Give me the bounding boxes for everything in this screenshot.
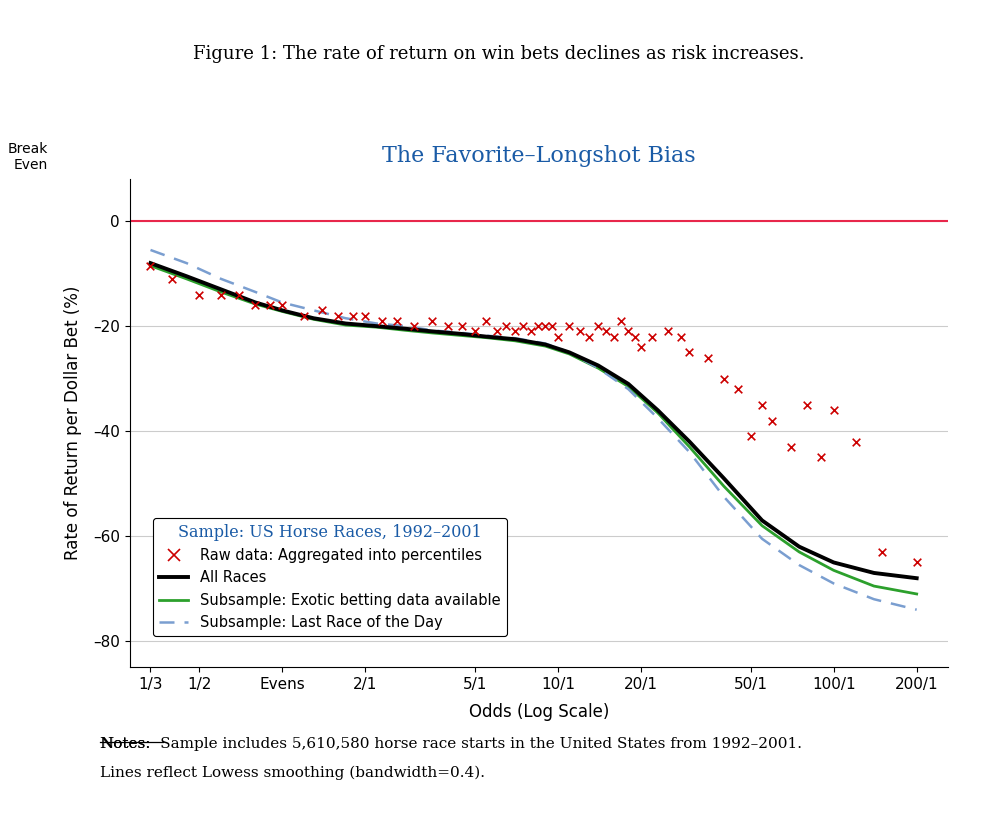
Point (440, 320, 456, 333)
Point (344, 309, 360, 322)
Text: Figure 1: The rate of return on win bets declines as risk increases.: Figure 1: The rate of return on win bets… (194, 45, 804, 63)
Point (274, 299, 290, 312)
Point (614, 314, 630, 327)
Point (478, 314, 494, 327)
Point (498, 320, 514, 333)
Point (537, 320, 553, 333)
Point (388, 314, 404, 327)
Point (627, 330, 643, 344)
Point (531, 320, 547, 333)
Point (682, 346, 698, 359)
Point (192, 288, 208, 301)
Point (874, 545, 890, 558)
Point (248, 299, 263, 312)
Title: The Favorite–Longshot Bias: The Favorite–Longshot Bias (382, 146, 696, 168)
Point (754, 398, 770, 411)
Point (621, 325, 637, 338)
Point (572, 325, 588, 338)
Point (847, 435, 863, 449)
Y-axis label: Rate of Return per Dollar Bet (%): Rate of Return per Dollar Bet (%) (64, 286, 82, 561)
Point (261, 299, 277, 312)
Point (909, 556, 925, 569)
Point (599, 325, 615, 338)
Text: Lines reflect Lowess smoothing (bandwidth=0.4).: Lines reflect Lowess smoothing (bandwidt… (100, 765, 485, 780)
Point (700, 351, 716, 364)
Point (516, 320, 532, 333)
Point (813, 451, 829, 464)
Point (330, 309, 346, 322)
Point (523, 325, 539, 338)
Point (406, 320, 422, 333)
Point (716, 372, 732, 385)
Point (731, 383, 747, 396)
Point (296, 309, 312, 322)
Point (550, 330, 566, 344)
Point (825, 404, 841, 417)
Point (764, 414, 780, 427)
Point (660, 325, 676, 338)
Legend: Raw data: Aggregated into percentiles, All Races, Subsample: Exotic betting data: Raw data: Aggregated into percentiles, A… (154, 518, 507, 636)
Text: Notes:  Sample includes 5,610,580 horse race starts in the United States from 19: Notes: Sample includes 5,610,580 horse r… (100, 737, 801, 751)
Text: Break
Even: Break Even (8, 142, 48, 172)
Point (645, 330, 661, 344)
Point (507, 325, 523, 338)
Point (633, 340, 649, 353)
Point (374, 314, 390, 327)
Point (357, 309, 373, 322)
Point (606, 330, 622, 344)
Point (674, 330, 690, 344)
Point (561, 320, 577, 333)
Point (743, 430, 758, 443)
Point (799, 398, 815, 411)
Point (143, 259, 159, 272)
Point (314, 304, 330, 317)
Point (424, 314, 440, 327)
Point (582, 330, 598, 344)
X-axis label: Odds (Log Scale): Odds (Log Scale) (469, 703, 609, 721)
Point (544, 320, 560, 333)
Point (454, 320, 470, 333)
Text: Notes:: Notes: (100, 737, 151, 751)
Point (783, 440, 799, 453)
Point (467, 325, 483, 338)
Point (213, 288, 229, 301)
Point (489, 325, 505, 338)
Point (232, 288, 248, 301)
Point (590, 320, 606, 333)
Point (165, 273, 181, 286)
